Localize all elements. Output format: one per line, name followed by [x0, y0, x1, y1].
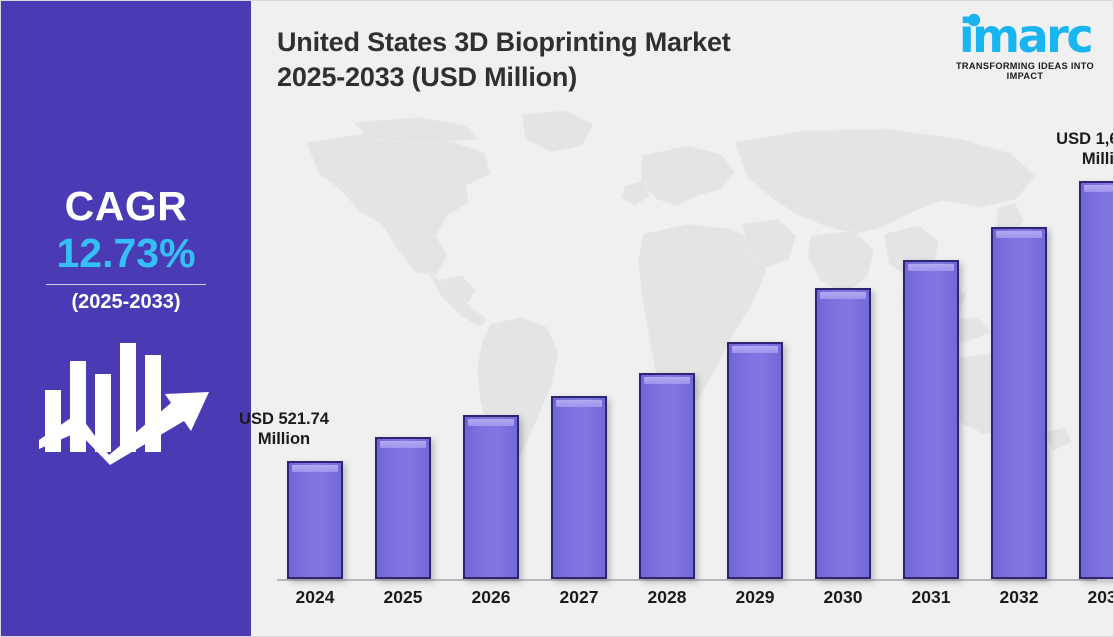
logo-dot-icon	[967, 13, 981, 27]
page-title: United States 3D Bioprinting Market 2025…	[277, 25, 877, 95]
chart-title-line-2: 2025-2033 (USD Million)	[277, 62, 577, 93]
last-bar-value-label: USD 1,617.97Million	[1033, 130, 1114, 169]
logo-tagline: TRANSFORMING IDEAS INTO IMPACT	[955, 60, 1095, 81]
bar-2029[interactable]	[727, 342, 783, 579]
last-bar-value-label-line-2: Million	[1081, 149, 1114, 168]
first-bar-value-label: USD 521.74 Million	[209, 410, 359, 449]
first-bar-value-label-line-1: USD 521.74	[239, 410, 329, 429]
cagr-divider	[46, 284, 206, 286]
bar-top-highlight	[820, 292, 866, 299]
x-axis-tick-2027: 2027	[559, 587, 599, 607]
bar-top-highlight	[732, 346, 778, 353]
bar-top-highlight	[556, 400, 602, 407]
bar-top-highlight	[292, 465, 338, 472]
last-bar-value-label-line-1: USD 1,617.97	[1056, 130, 1113, 149]
x-axis-tick-2033: 2033	[1087, 587, 1113, 607]
bar-2026[interactable]	[463, 415, 519, 579]
bar-top-highlight	[1084, 185, 1113, 192]
bar-2025[interactable]	[375, 437, 431, 579]
chart-title-line-1: United States 3D Bioprinting Market	[277, 27, 731, 57]
imarc-logo: imarc TRANSFORMING IDEAS INTO IMPACT	[945, 9, 1105, 81]
cagr-label: CAGR	[64, 183, 188, 229]
x-axis-tick-2028: 2028	[647, 587, 687, 607]
bar-2024[interactable]	[287, 461, 343, 579]
bar-2030[interactable]	[815, 288, 871, 579]
bar-top-highlight	[644, 377, 690, 384]
x-axis-tick-2031: 2031	[911, 587, 951, 607]
bar-2033[interactable]	[1079, 181, 1113, 579]
chart-header: United States 3D Bioprinting Market 2025…	[277, 25, 877, 95]
cagr-period: (2025-2033)	[71, 291, 181, 314]
x-axis-tick-2026: 2026	[471, 587, 511, 607]
cagr-side-panel: CAGR 12.73% (2025-2033)	[1, 1, 251, 636]
x-axis-tick-2032: 2032	[999, 587, 1039, 607]
x-axis-tick-2029: 2029	[735, 587, 775, 607]
bar-chart-growth-arrow-icon	[39, 343, 209, 465]
x-axis-tick-2025: 2025	[383, 587, 423, 607]
cagr-block: CAGR 12.73% (2025-2033)	[1, 183, 251, 314]
bar-top-highlight	[908, 264, 954, 271]
bar-top-highlight	[380, 441, 426, 448]
x-axis-tick-2030: 2030	[823, 587, 863, 607]
chart-baseline-axis	[277, 579, 1097, 581]
bar-2031[interactable]	[903, 260, 959, 579]
bar-2028[interactable]	[639, 373, 695, 579]
bar-2032[interactable]	[991, 227, 1047, 579]
bar-top-highlight	[468, 419, 514, 426]
cagr-value: 12.73%	[56, 230, 196, 277]
first-bar-value-label-line-2: Million	[257, 429, 311, 448]
logo-wordmark: imarc	[958, 9, 1094, 63]
bar-top-highlight	[996, 231, 1042, 238]
x-axis-tick-2024: 2024	[295, 587, 335, 607]
bar-2027[interactable]	[551, 396, 607, 579]
